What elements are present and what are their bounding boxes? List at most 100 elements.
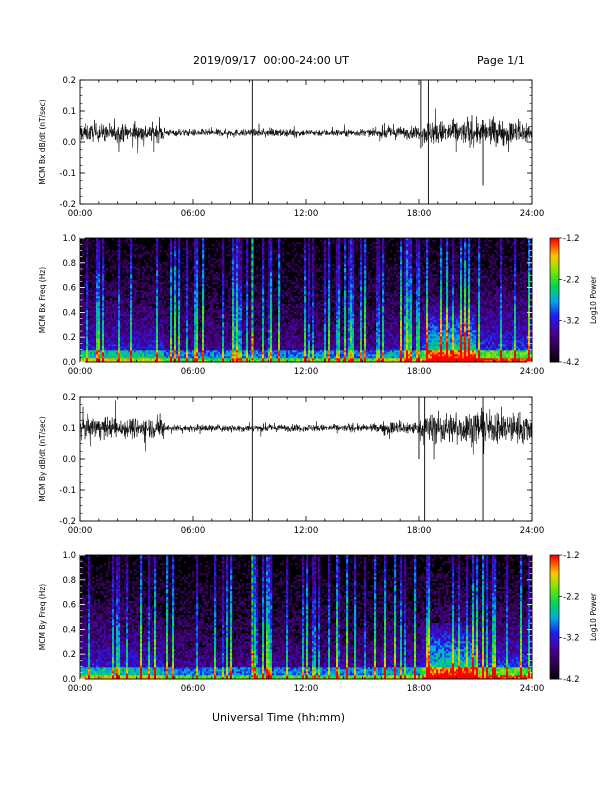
spectrogram-cell (116, 290, 118, 292)
spectrogram-cell (266, 300, 268, 302)
spectrogram-cell (148, 274, 150, 276)
spectrogram-cell (128, 350, 130, 352)
spectrogram-cell (206, 278, 208, 280)
spectrogram-cell (240, 344, 242, 346)
spectrogram-cell (268, 280, 270, 282)
spectrogram-cell (132, 348, 134, 350)
spectrogram-cell (142, 326, 144, 328)
spectrogram-cell (104, 252, 106, 254)
spectrogram-cell (202, 244, 204, 246)
spectrogram-cell (98, 286, 100, 288)
spectrogram-cell (154, 302, 156, 304)
spectrogram-cell (172, 352, 174, 354)
spectrogram-cell (212, 266, 214, 268)
spectrogram-cell (278, 264, 280, 266)
spectrogram-cell (266, 314, 268, 316)
spectrogram-cell (158, 310, 160, 312)
spectrogram-cell (164, 250, 166, 252)
spectrogram-cell (90, 340, 92, 342)
spectrogram-cell (82, 326, 84, 328)
spectrogram-cell (294, 340, 296, 342)
spectrogram-cell (236, 242, 238, 244)
spectrogram-cell (100, 272, 102, 274)
spectrogram-cell (282, 322, 284, 324)
spectrogram-cell (222, 258, 224, 260)
spectrogram-cell (234, 348, 236, 350)
spectrogram-cell (202, 298, 204, 300)
spectrogram-cell (118, 314, 120, 316)
spectrogram-cell (156, 252, 158, 254)
spectrogram-cell (272, 310, 274, 312)
spectrogram-cell (110, 298, 112, 300)
spectrogram-cell (262, 342, 264, 344)
spectrogram-cell (158, 266, 160, 268)
spectrogram-cell (144, 344, 146, 346)
spectrogram-cell (298, 352, 300, 354)
spectrogram-cell (186, 356, 188, 358)
spectrogram-cell (276, 332, 278, 334)
spectrogram-cell (232, 264, 234, 266)
spectrogram-cell (140, 278, 142, 280)
spectrogram-cell (210, 314, 212, 316)
spectrogram-cell (190, 348, 192, 350)
spectrogram-cell (246, 356, 248, 358)
spectrogram-cell (124, 350, 126, 352)
spectrogram-cell (284, 334, 286, 336)
spectrogram-cell (214, 320, 216, 322)
spectrogram-cell (230, 332, 232, 334)
spectrogram-cell (84, 326, 86, 328)
spectrogram-cell (178, 304, 180, 306)
spectrogram-cell (158, 326, 160, 328)
spectrogram-cell (120, 300, 122, 302)
spectrogram-cell (118, 356, 120, 358)
spectrogram-cell (208, 324, 210, 326)
spectrogram-cell (110, 290, 112, 292)
spectrogram-cell (104, 288, 106, 290)
spectrogram-cell (146, 324, 148, 326)
spectrogram-cell (156, 292, 158, 294)
spectrogram-cell (248, 282, 250, 284)
spectrogram-cell (102, 348, 104, 350)
spectrogram-cell (110, 346, 112, 348)
spectrogram-cell (162, 286, 164, 288)
spectrogram-cell (196, 256, 198, 258)
spectrogram-cell (164, 350, 166, 352)
spectrogram-cell (256, 312, 258, 314)
spectrogram-cell (296, 306, 298, 308)
spectrogram-cell (298, 326, 300, 328)
spectrogram-cell (284, 344, 286, 346)
spectrogram-cell (262, 318, 264, 320)
spectrogram-cell (194, 254, 196, 256)
spectrogram-cell (104, 332, 106, 334)
spectrogram-cell (138, 336, 140, 338)
spectrogram-cell (268, 340, 270, 342)
spectrogram-cell (284, 340, 286, 342)
spectrogram-cell (296, 336, 298, 338)
spectrogram-cell (258, 304, 260, 306)
spectrogram-cell (194, 294, 196, 296)
spectrogram-cell (198, 322, 200, 324)
spectrogram-cell (144, 322, 146, 324)
spectrogram-cell (98, 298, 100, 300)
spectrogram-cell (174, 264, 176, 266)
spectrogram-cell (98, 252, 100, 254)
spectrogram-cell (150, 346, 152, 348)
spectrogram-cell (148, 286, 150, 288)
spectrogram-cell (192, 294, 194, 296)
spectrogram-cell (114, 314, 116, 316)
spectrogram-cell (186, 302, 188, 304)
spectrogram-cell (104, 350, 106, 352)
spectrogram-cell (202, 344, 204, 346)
spectrogram-cell (168, 352, 170, 354)
spectrogram-cell (112, 250, 114, 252)
spectrogram-cell (98, 288, 100, 290)
spectrogram-cell (256, 342, 258, 344)
spectrogram-cell (186, 298, 188, 300)
spectrogram-cell (168, 322, 170, 324)
spectrogram-cell (208, 248, 210, 250)
spectrogram-cell (284, 322, 286, 324)
spectrogram-cell (236, 240, 238, 242)
spectrogram-cell (202, 348, 204, 350)
spectrogram-cell (186, 278, 188, 280)
spectrogram-cell (200, 350, 202, 352)
